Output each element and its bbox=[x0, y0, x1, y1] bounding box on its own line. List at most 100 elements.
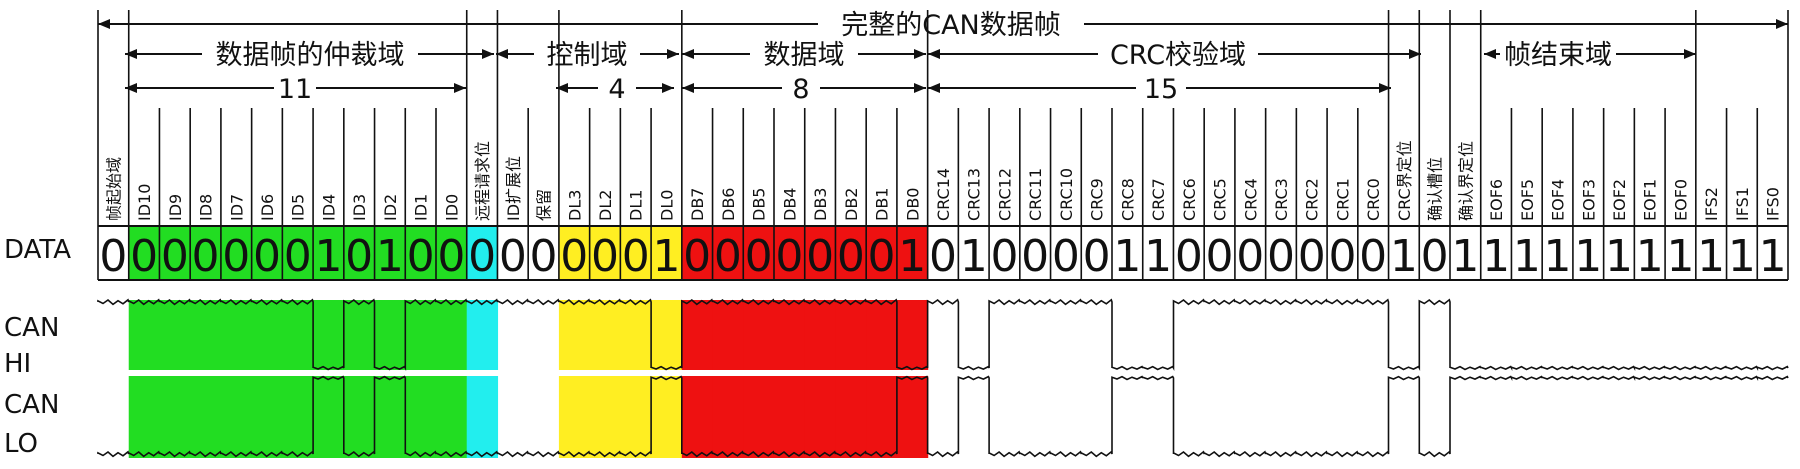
field-name: 确认界定位 bbox=[1456, 141, 1475, 221]
field-name: DL2 bbox=[596, 190, 615, 221]
segment-mask bbox=[1098, 38, 1258, 70]
bit-value: 0 bbox=[407, 231, 435, 282]
bit-value: 0 bbox=[99, 231, 127, 282]
field-name: IFS1 bbox=[1733, 187, 1752, 221]
bit-value: 0 bbox=[775, 231, 803, 282]
segment-label: 数据域 bbox=[764, 40, 845, 71]
field-name: CRC4 bbox=[1241, 178, 1260, 221]
bit-value: 0 bbox=[1052, 231, 1080, 282]
field-name: ID3 bbox=[350, 194, 369, 221]
field-name: EOF1 bbox=[1641, 179, 1660, 221]
field-name: EOF0 bbox=[1671, 179, 1690, 221]
field-name: CRC界定位 bbox=[1395, 140, 1414, 221]
bit-value: 0 bbox=[1421, 231, 1449, 282]
field-name: DB3 bbox=[811, 188, 830, 221]
bit-labels: 帧起始域0ID100ID90ID80ID70ID60ID50ID41ID30ID… bbox=[99, 140, 1786, 282]
segment-label: 帧结束域 bbox=[1504, 40, 1612, 71]
bit-value: 1 bbox=[1482, 231, 1510, 282]
segment-arbitration: 数据帧的仲裁域 11 bbox=[125, 38, 494, 105]
segment-data: 数据域 8 bbox=[682, 38, 926, 105]
wave-band bbox=[251, 300, 283, 458]
bit-value: 0 bbox=[253, 231, 281, 282]
bit-cell-bg bbox=[343, 226, 376, 280]
wave-band bbox=[282, 300, 314, 458]
bit-value: 0 bbox=[1359, 231, 1387, 282]
wave-band bbox=[190, 300, 222, 458]
wave-band bbox=[681, 300, 714, 458]
field-name: ID2 bbox=[381, 194, 400, 221]
row-label-can-lo-line2: LO bbox=[4, 429, 38, 459]
segment-control: 控制域 4 bbox=[496, 38, 679, 105]
bit-value: 0 bbox=[1298, 231, 1326, 282]
bit-value: 0 bbox=[560, 231, 588, 282]
bit-value: 0 bbox=[284, 231, 312, 282]
bit-cell-bg bbox=[159, 226, 191, 280]
field-name: EOF4 bbox=[1549, 179, 1568, 221]
field-name: CRC9 bbox=[1088, 178, 1107, 221]
wave-band bbox=[466, 300, 499, 458]
wave-band bbox=[835, 300, 867, 458]
bit-cell-bg bbox=[466, 226, 499, 280]
field-name: ID7 bbox=[227, 194, 246, 221]
segment-count: 8 bbox=[792, 74, 809, 105]
bit-value: 1 bbox=[314, 231, 342, 282]
field-name: ID8 bbox=[197, 194, 216, 221]
field-name: EOF2 bbox=[1610, 179, 1629, 221]
wave-band bbox=[159, 300, 191, 458]
bit-value: 1 bbox=[898, 231, 926, 282]
can-waveforms bbox=[97, 298, 1789, 458]
count-mask bbox=[1136, 72, 1186, 104]
bit-cell-bg bbox=[313, 226, 345, 280]
wave-band bbox=[343, 300, 376, 458]
segment-count: 11 bbox=[278, 74, 312, 105]
wave-band bbox=[866, 300, 898, 458]
field-name: 确认槽位 bbox=[1426, 157, 1445, 221]
field-name: CRC7 bbox=[1149, 178, 1168, 221]
segment-count: 15 bbox=[1144, 74, 1178, 105]
field-name: DL0 bbox=[657, 190, 676, 221]
bit-cell-bg bbox=[774, 226, 806, 280]
segment-label: 数据帧的仲裁域 bbox=[216, 40, 405, 71]
bit-value: 0 bbox=[837, 231, 865, 282]
field-name: 保留 bbox=[535, 189, 554, 221]
bit-value: 0 bbox=[806, 231, 834, 282]
bit-cell-bg bbox=[190, 226, 222, 280]
bit-value: 1 bbox=[1390, 231, 1418, 282]
can-lo-waveform bbox=[97, 375, 1789, 458]
bit-cell-bg bbox=[589, 226, 621, 280]
bit-value: 0 bbox=[990, 231, 1018, 282]
bit-value: 1 bbox=[960, 231, 988, 282]
field-name: 帧起始域 bbox=[104, 157, 123, 221]
field-name: ID扩展位 bbox=[504, 156, 523, 221]
bit-cell-bg bbox=[743, 226, 775, 280]
field-name: CRC13 bbox=[965, 168, 984, 221]
bit-value: 1 bbox=[1113, 231, 1141, 282]
field-name: CRC3 bbox=[1272, 178, 1291, 221]
bit-value: 1 bbox=[1544, 231, 1572, 282]
row-label-can-hi-line1: CAN bbox=[4, 313, 59, 343]
bit-cell-bg bbox=[374, 226, 406, 280]
wave-band bbox=[589, 300, 621, 458]
bit-value: 0 bbox=[530, 231, 558, 282]
segment-mask bbox=[1500, 38, 1616, 70]
bit-value: 1 bbox=[652, 231, 680, 282]
bit-cell-bg bbox=[651, 226, 683, 280]
bit-cell-bg bbox=[251, 226, 283, 280]
bit-value: 0 bbox=[192, 231, 220, 282]
field-name: DB7 bbox=[688, 188, 707, 221]
field-name: ID0 bbox=[442, 194, 461, 221]
field-name: ID9 bbox=[166, 194, 185, 221]
wave-band bbox=[558, 300, 591, 458]
bit-cell-bg bbox=[436, 226, 468, 280]
segment-mask bbox=[202, 38, 418, 70]
row-label-can-lo-line1: CAN bbox=[4, 390, 59, 420]
wave-band bbox=[436, 300, 468, 458]
title-mask bbox=[818, 8, 1084, 40]
bit-value: 0 bbox=[161, 231, 189, 282]
bit-separators bbox=[97, 10, 1789, 280]
wave-band bbox=[712, 300, 744, 458]
segment-count: 4 bbox=[608, 74, 625, 105]
field-name: DB1 bbox=[873, 188, 892, 221]
bit-value: 1 bbox=[1451, 231, 1479, 282]
